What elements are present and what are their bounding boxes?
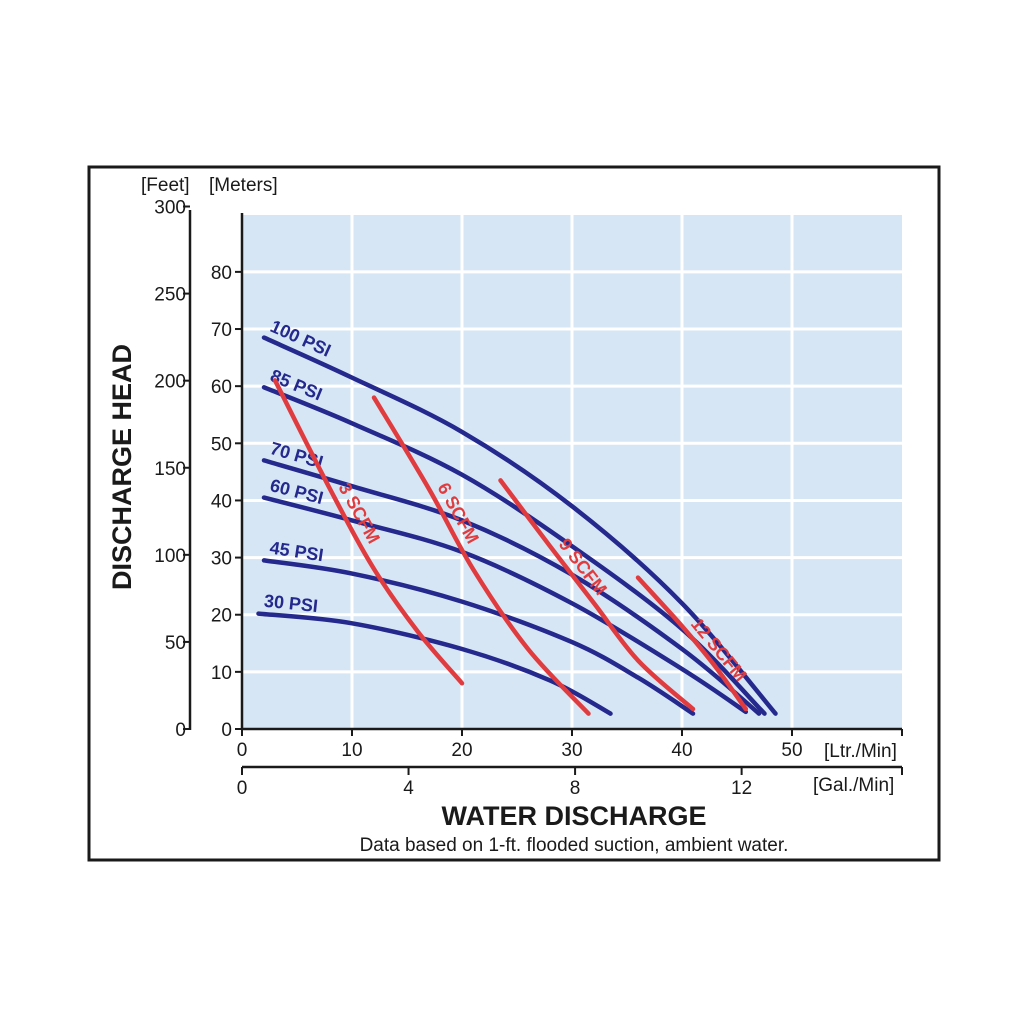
tick-label-meters: 0: [221, 720, 232, 741]
x-axis-title: WATER DISCHARGE: [441, 801, 706, 831]
tick-label-meters: 40: [211, 491, 232, 512]
tick-label-lpm: 20: [451, 740, 472, 761]
tick-label-lpm: 0: [237, 740, 248, 761]
tick-label-gpm: 0: [237, 778, 248, 799]
curve-6-scfm: [371, 395, 591, 716]
tick-label-feet: 200: [154, 372, 186, 393]
tick-label-meters: 20: [211, 606, 232, 627]
axes: [183, 205, 903, 775]
unit-label-feet: [Feet]: [141, 175, 190, 196]
chart-note: Data based on 1-ft. flooded suction, amb…: [360, 835, 789, 856]
unit-label-lpm: [Ltr./Min]: [824, 741, 897, 762]
tick-label-gpm: 12: [731, 778, 752, 799]
tick-label-meters: 30: [211, 549, 232, 570]
curve-100-psi: [261, 335, 778, 716]
tick-label-feet: 300: [154, 198, 186, 219]
curve-12-scfm: [635, 575, 749, 712]
curve-9-scfm: [498, 478, 696, 712]
tick-label-feet: 250: [154, 285, 186, 306]
tick-label-meters: 60: [211, 377, 232, 398]
tick-label-feet: 0: [175, 720, 186, 741]
tick-labels: 0 10 20 30 40 50 0 4 8 12 0 10 20 30 40 50 60 70 80 0 50 100 1…: [154, 198, 802, 799]
tick-label-meters: 80: [211, 263, 232, 284]
tick-label-meters: 50: [211, 434, 232, 455]
tick-label-lpm: 50: [781, 740, 802, 761]
tick-label-gpm: 8: [570, 778, 581, 799]
curve-3-scfm: [272, 378, 465, 686]
curve-70-psi: [261, 458, 762, 716]
tick-label-feet: 150: [154, 459, 186, 480]
y-axis-title: DISCHARGE HEAD: [107, 344, 137, 590]
tick-label-lpm: 30: [561, 740, 582, 761]
tick-label-gpm: 4: [403, 778, 414, 799]
tick-label-lpm: 10: [341, 740, 362, 761]
unit-label-meters: [Meters]: [209, 175, 278, 196]
tick-label-meters: 10: [211, 663, 232, 684]
tick-label-meters: 70: [211, 320, 232, 341]
tick-label-feet: 50: [165, 633, 186, 654]
tick-label-feet: 100: [154, 546, 186, 567]
unit-label-gpm: [Gal./Min]: [813, 775, 894, 796]
tick-label-lpm: 40: [671, 740, 692, 761]
